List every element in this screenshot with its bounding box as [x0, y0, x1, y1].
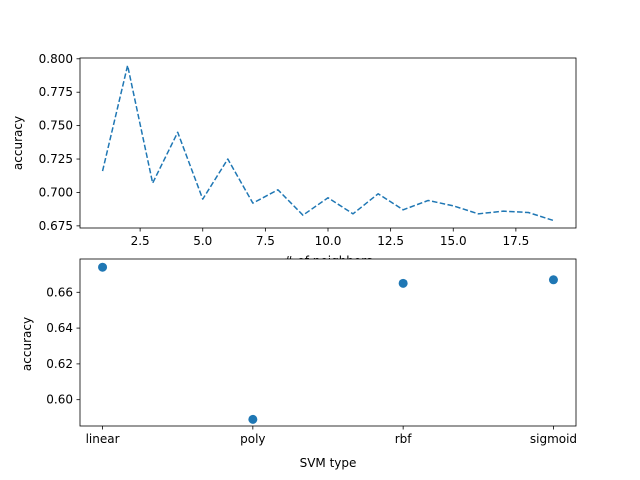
data-point-sigmoid — [548, 275, 558, 285]
y-axis-ticks: 0.675 0.700 0.725 0.750 0.775 0.800 — [39, 52, 80, 233]
plot-frame — [79, 57, 577, 229]
x-tick-label: 5.0 — [193, 234, 212, 248]
x-tick-label: 10.0 — [315, 234, 342, 248]
x-tick-label: poly — [240, 432, 265, 446]
data-point-rbf — [398, 278, 408, 288]
x-axis-ticks: 2.5 5.0 7.5 10.0 12.5 15.0 17.5 — [131, 228, 530, 248]
y-tick-label: 0.66 — [46, 285, 73, 299]
svm-accuracy-scatter-chart: linear poly rbf sigmoid 0.60 0.62 0.64 0.66 SV… — [20, 258, 577, 470]
y-tick-label: 0.62 — [46, 357, 73, 371]
x-tick-label: 15.0 — [440, 234, 467, 248]
x-axis-ticks: linear poly rbf sigmoid — [86, 426, 577, 446]
x-tick-label: rbf — [395, 432, 413, 446]
series-layer — [98, 262, 558, 424]
plot-area — [80, 259, 576, 426]
x-tick-label: 12.5 — [377, 234, 404, 248]
y-tick-label: 0.800 — [39, 52, 73, 66]
y-tick-label: 0.60 — [46, 393, 73, 407]
y-tick-label: 0.775 — [39, 85, 73, 99]
y-axis-ticks: 0.60 0.62 0.64 0.66 — [46, 285, 80, 407]
x-tick-label: sigmoid — [530, 432, 577, 446]
y-tick-label: 0.64 — [46, 321, 73, 335]
accuracy-line — [101, 64, 554, 222]
x-tick-label: 2.5 — [131, 234, 150, 248]
plot-frame — [79, 258, 577, 427]
y-axis-label: accuracy — [11, 116, 25, 170]
y-tick-label: 0.750 — [39, 119, 73, 133]
x-axis-label: SVM type — [300, 456, 357, 470]
y-tick-label: 0.700 — [39, 185, 73, 199]
x-tick-label: 17.5 — [503, 234, 530, 248]
series-layer — [101, 64, 554, 222]
y-axis-label: accuracy — [20, 317, 34, 371]
data-point-linear — [98, 262, 108, 272]
knn-accuracy-line-chart: 2.5 5.0 7.5 10.0 12.5 15.0 17.5 0.675 0.700 0.72… — [11, 52, 577, 268]
y-tick-label: 0.675 — [39, 219, 73, 233]
x-tick-label: 7.5 — [256, 234, 275, 248]
x-tick-label: linear — [86, 432, 120, 446]
data-point-poly — [248, 414, 258, 424]
y-tick-label: 0.725 — [39, 152, 73, 166]
plot-area — [80, 58, 576, 228]
